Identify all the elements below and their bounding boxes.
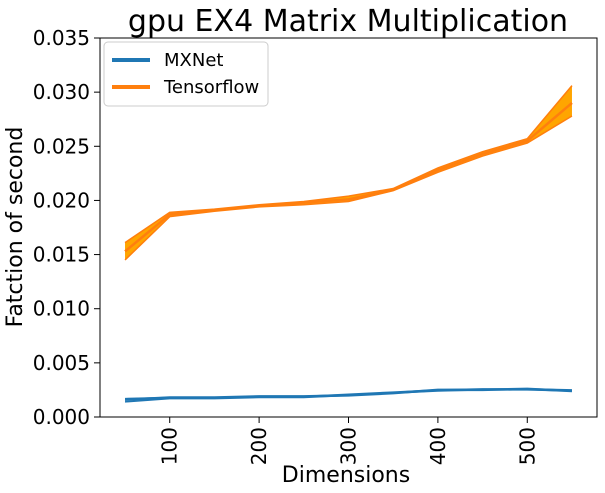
y-tick-label: 0.015 <box>33 243 90 267</box>
legend: MXNet Tensorflow <box>103 41 269 107</box>
y-tick-label: 0.025 <box>33 134 90 158</box>
series-band-upper-tensorflow <box>124 85 573 244</box>
y-tick-label: 0.010 <box>33 297 90 321</box>
legend-label-tensorflow: Tensorflow <box>163 77 259 98</box>
y-tick-label: 0.000 <box>33 405 90 429</box>
chart-title: gpu EX4 Matrix Multiplication <box>128 4 568 39</box>
y-tick-label: 0.005 <box>33 351 90 375</box>
x-tick-label: 300 <box>337 427 361 465</box>
x-axis-label: Dimensions <box>282 463 410 488</box>
y-axis: 0.000 0.005 0.010 0.015 0.020 0.025 0.030 0.035 <box>33 26 100 429</box>
y-tick-label: 0.035 <box>33 26 90 50</box>
legend-label-mxnet: MXNet <box>164 50 223 71</box>
x-tick-label: 100 <box>158 427 182 465</box>
series-line-mxnet <box>124 387 573 401</box>
x-tick-label: 200 <box>247 427 271 465</box>
x-tick-label: 500 <box>515 427 539 465</box>
y-tick-label: 0.020 <box>33 188 90 212</box>
x-tick-label: 400 <box>426 427 450 465</box>
series-band-lower-tensorflow <box>124 115 573 261</box>
y-tick-label: 0.030 <box>33 80 90 104</box>
series-line-tensorflow <box>124 102 573 253</box>
series-lines <box>124 85 573 403</box>
y-axis-label: Fatction of second <box>3 127 28 328</box>
x-axis: 100 200 300 400 500 <box>158 417 539 465</box>
